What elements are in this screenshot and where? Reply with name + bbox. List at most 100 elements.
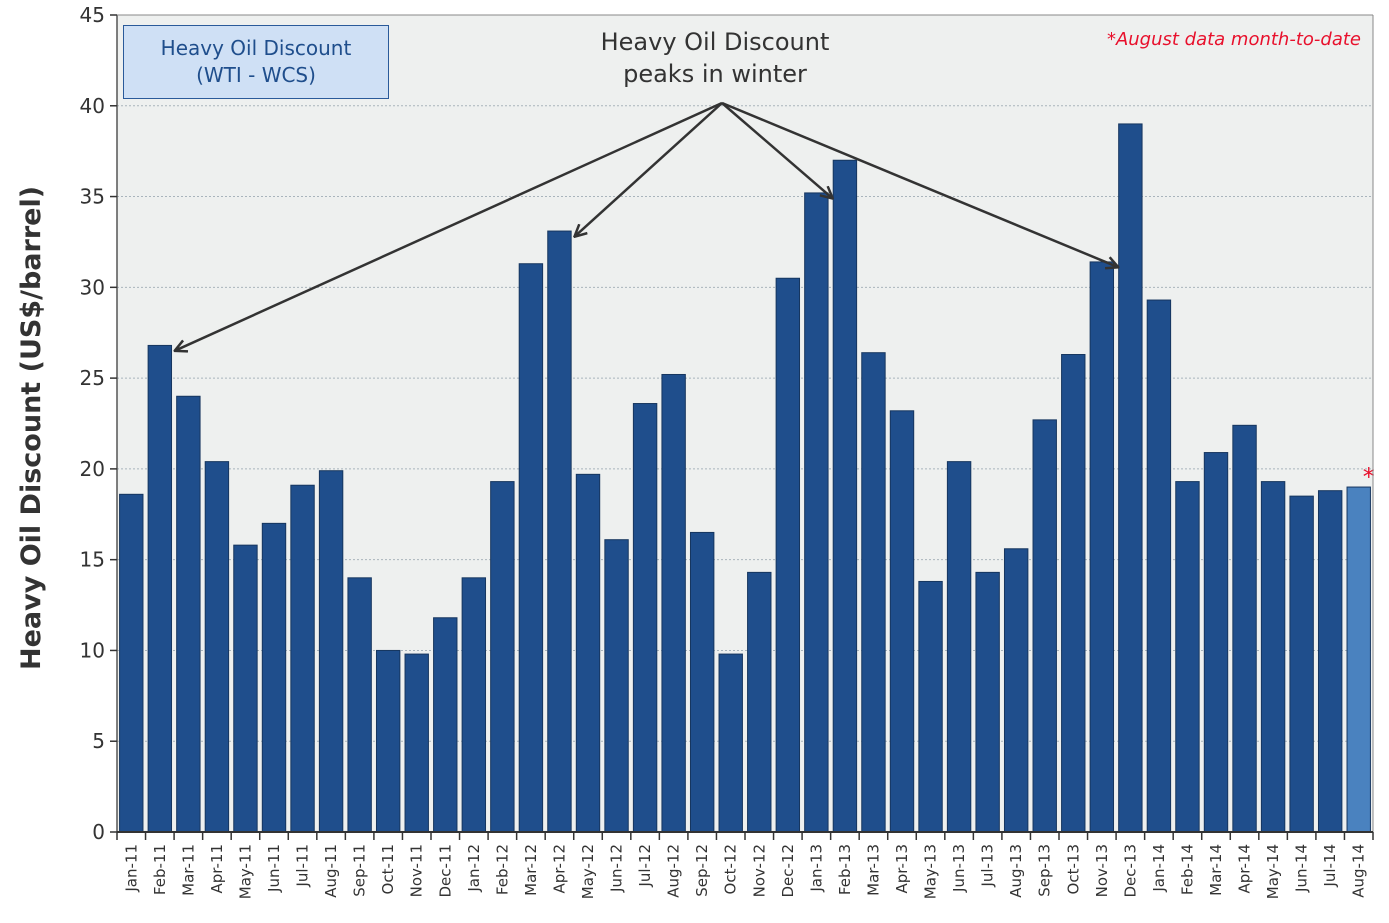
bar [433, 617, 458, 833]
bar [347, 577, 372, 833]
bar [632, 403, 658, 833]
bar [1032, 419, 1057, 833]
bar [689, 531, 715, 833]
y-tick-label: 20 [80, 457, 105, 481]
x-tick-label: Oct-13 [1064, 844, 1082, 894]
x-tick-label: Aug-11 [322, 844, 340, 898]
bar [261, 522, 287, 833]
bar [233, 544, 258, 833]
bar [147, 344, 173, 833]
y-tick-label: 45 [80, 3, 105, 27]
x-tick-label: Jan-14 [1150, 844, 1168, 893]
y-tick-label: 40 [80, 94, 105, 118]
x-tick-label: Jul-13 [979, 844, 997, 888]
x-tick-label: Jul-14 [1321, 844, 1339, 888]
annotation-arrow [575, 102, 723, 236]
bar-marker: * [1363, 463, 1375, 491]
x-tick-label: Apr-11 [208, 844, 226, 894]
x-tick-label: May-13 [922, 844, 940, 899]
x-tick-label: Jan-12 [465, 844, 483, 893]
bar [1317, 490, 1343, 833]
bar [861, 352, 886, 833]
bar [1146, 299, 1172, 833]
month-to-date-note: *August data month-to-date [1106, 29, 1361, 50]
y-tick-label: 35 [80, 185, 105, 209]
bar [119, 493, 144, 833]
y-tick-label: 15 [80, 548, 105, 572]
annotation-arrow [721, 102, 832, 198]
bar [718, 653, 743, 833]
bar [490, 481, 515, 833]
x-tick-label: Nov-13 [1093, 844, 1111, 897]
bar [1232, 424, 1257, 833]
bar [318, 470, 344, 833]
x-tick-label: Sep-12 [693, 844, 711, 897]
legend-line-1: Heavy Oil Discount [160, 36, 352, 60]
x-tick-label: Nov-11 [408, 844, 426, 897]
x-tick-label: Feb-12 [493, 844, 511, 895]
x-tick-label: Apr-13 [893, 844, 911, 894]
bar [176, 395, 201, 833]
bar [1003, 548, 1029, 833]
y-axis-label: Heavy Oil Discount (US$/barrel) [16, 186, 47, 670]
bar [461, 577, 487, 833]
x-tick-label: Dec-13 [1121, 844, 1139, 898]
bar [1061, 354, 1086, 833]
x-tick-label: Mar-11 [179, 844, 197, 896]
bar [775, 277, 801, 833]
x-tick-label: Mar-13 [864, 844, 882, 896]
bar [518, 263, 544, 833]
x-tick-label: Dec-11 [436, 844, 454, 898]
bar [1289, 495, 1314, 833]
x-tick-label: Apr-14 [1236, 844, 1254, 894]
x-tick-label: Oct-12 [722, 844, 740, 894]
bar [1118, 123, 1143, 833]
y-tick-label: 10 [80, 638, 105, 662]
x-tick-label: Sep-11 [351, 844, 369, 897]
peak-annotation: Heavy Oil Discount peaks in winter [545, 26, 885, 90]
y-tick-label: 25 [80, 366, 105, 390]
x-tick-label: May-11 [236, 844, 254, 899]
bar [1260, 481, 1286, 833]
x-tick-label: Feb-14 [1178, 844, 1196, 895]
x-tick-label: Aug-13 [1007, 844, 1025, 898]
x-tick-label: Aug-14 [1350, 844, 1368, 898]
bar [804, 192, 829, 833]
bar [547, 230, 572, 833]
bar [889, 410, 915, 833]
x-tick-label: Jun-13 [950, 844, 968, 893]
bar [1203, 452, 1229, 833]
x-tick-label: Jan-11 [122, 844, 140, 893]
bar [575, 473, 601, 833]
x-tick-label: Jun-14 [1293, 844, 1311, 893]
bar [946, 461, 972, 833]
bar [290, 484, 315, 833]
x-tick-label: Mar-14 [1207, 844, 1225, 896]
annotation-arrow [721, 101, 1118, 267]
bar [604, 539, 629, 833]
x-tick-label: Mar-12 [522, 844, 540, 896]
x-tick-label: Jul-11 [294, 844, 312, 888]
x-tick-label: Feb-13 [836, 844, 854, 895]
annotation-line-2: peaks in winter [623, 60, 807, 88]
x-tick-label: Jul-12 [636, 844, 654, 888]
x-tick-label: Oct-11 [379, 844, 397, 894]
x-tick-label: May-14 [1264, 844, 1282, 899]
bar [375, 649, 401, 833]
bar [204, 461, 230, 833]
bar [1175, 481, 1200, 833]
y-tick-label: 30 [80, 275, 105, 299]
x-tick-label: Jun-11 [265, 844, 283, 893]
legend-line-2: (WTI - WCS) [196, 63, 316, 87]
x-tick-label: Dec-12 [779, 844, 797, 898]
bar [975, 571, 1000, 833]
annotation-line-1: Heavy Oil Discount [600, 28, 830, 56]
bar [747, 571, 772, 833]
x-tick-label: Apr-12 [550, 844, 568, 894]
bar [832, 159, 858, 833]
x-tick-label: Feb-11 [151, 844, 169, 895]
x-tick-label: Aug-12 [665, 844, 683, 898]
x-tick-label: Nov-12 [750, 844, 768, 897]
x-tick-label: May-12 [579, 844, 597, 899]
